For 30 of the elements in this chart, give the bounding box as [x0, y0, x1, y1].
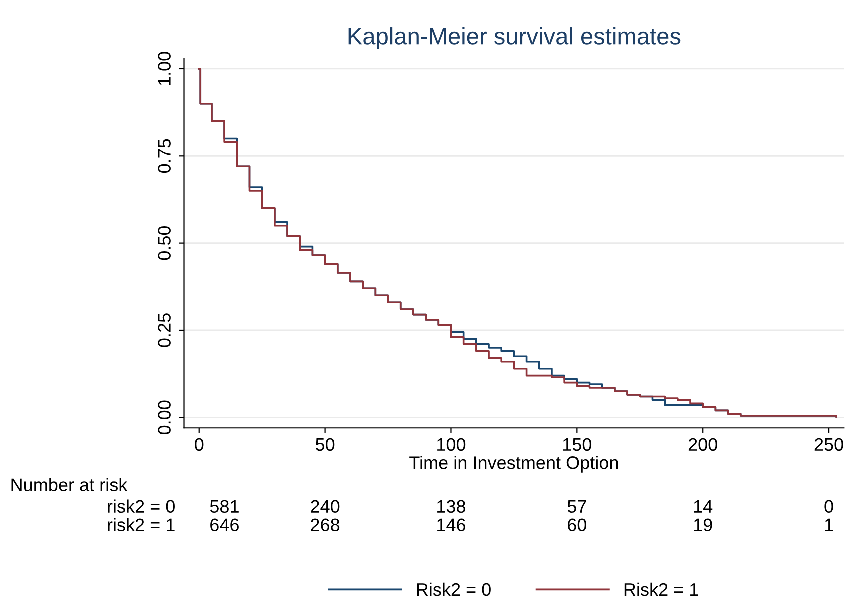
text: risk2 = 1 [108, 518, 175, 532]
text: Number at risk [12, 478, 128, 492]
text: 0 [824, 500, 834, 514]
chart-title: Kaplan-Meier survival estimates [348, 28, 681, 50]
x-tick-label: 100 [438, 438, 466, 452]
x-tick-label: 50 [316, 438, 335, 452]
y-tick-label: 0.00 [158, 400, 171, 435]
text: 60 [568, 518, 587, 532]
text: 146 [438, 518, 466, 532]
x-axis-title: Time in Investment Option [410, 456, 618, 473]
text: 57 [568, 500, 586, 514]
text: 581 [210, 500, 239, 514]
x-tick-label: 150 [563, 438, 592, 452]
text: 19 [694, 518, 712, 532]
y-tick-label: 1.00 [158, 52, 171, 86]
text: 1 [825, 518, 834, 532]
y-tick-label: 0.25 [158, 314, 171, 348]
x-tick-label: 250 [814, 438, 844, 452]
y-tick-label: 0.50 [158, 226, 171, 260]
legend-label: Risk2 = 1 [624, 582, 698, 596]
text: risk2 = 0 [108, 500, 175, 514]
legend-label: Risk2 = 0 [417, 582, 491, 596]
text: 240 [311, 500, 340, 514]
text: 646 [210, 518, 239, 532]
text: 268 [311, 518, 340, 532]
y-tick-label: 0.75 [158, 139, 171, 174]
x-tick-label: 200 [688, 438, 718, 452]
x-tick-label: 0 [195, 438, 204, 452]
text: 138 [438, 500, 466, 514]
text: 14 [694, 500, 713, 513]
